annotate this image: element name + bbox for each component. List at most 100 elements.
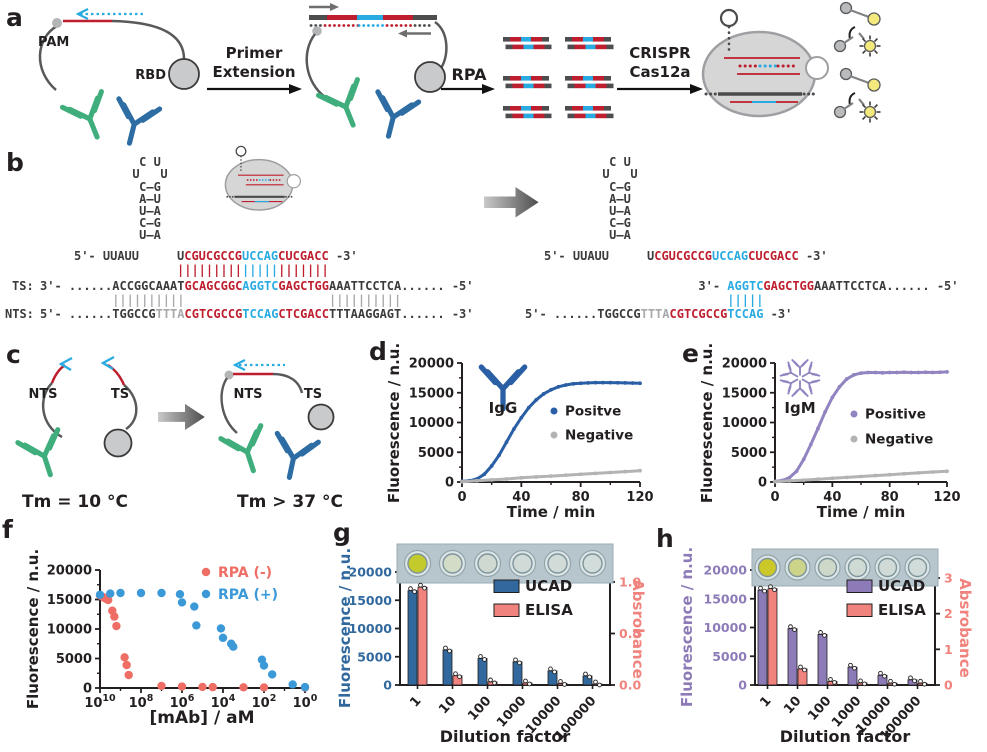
right-axis-title: Absrobance	[629, 579, 647, 679]
replicate-dot	[447, 648, 452, 654]
data-point	[844, 377, 849, 381]
replicate-dot	[412, 589, 417, 594]
hairpin-pair: C—G	[609, 180, 631, 194]
ts-arrow-icon	[100, 355, 115, 371]
data-point	[190, 602, 199, 611]
nts-sequence-right: 5'- ......TGGCCGTTTACGTCGCCGTCCAG -3'	[525, 307, 792, 321]
data-point	[851, 373, 856, 377]
ts-label: TS	[304, 387, 322, 402]
y-axis-title: Fluorescence / n.u.	[385, 343, 403, 503]
data-point	[177, 682, 187, 691]
y-tick-label: 5000	[731, 446, 767, 461]
nts-sequence-left: 5'- ......TGGCCGTTTACGTCGCCGTCCAGCTCGACC…	[40, 307, 474, 321]
crRNA-5prime: 5'- UUAUU	[544, 249, 609, 263]
replicate-dot	[758, 585, 763, 591]
replicate-dot	[892, 681, 897, 687]
replicate-dot	[587, 674, 592, 680]
forward-primer-arrow-icon	[330, 3, 339, 11]
hairpin-pair: U—A	[139, 204, 161, 218]
rpa-step: RPA	[441, 65, 495, 94]
data-point	[124, 670, 133, 680]
legend-marker	[850, 410, 858, 418]
data-point	[177, 598, 187, 607]
legend-label: RPA (+)	[218, 587, 278, 603]
data-point	[773, 479, 777, 484]
x-tick-label: 40	[823, 490, 841, 505]
panel-c-schematic: NTS TS Tm = 10 °C NTS TS Tm > 37 °C	[0, 355, 343, 512]
ts-nts-basepairing-right: ||||||||||	[329, 293, 401, 307]
data-point	[816, 477, 820, 482]
data-point	[175, 589, 185, 599]
rbd-antigen-circle	[103, 428, 133, 458]
panel-e-chart: 0 40 80 120 0 5000 10000 15000 20000 Positive Nega…	[698, 343, 961, 521]
data-point	[945, 370, 949, 374]
data-point	[638, 381, 642, 386]
nts-label: NTS	[233, 387, 262, 402]
replicate-dot	[852, 665, 857, 671]
replicate-dot	[418, 582, 423, 588]
category-label: 10	[781, 694, 804, 717]
legend-label: UCAD	[878, 577, 925, 595]
replicate-dot	[762, 588, 767, 594]
left-tick-label: 20000	[704, 563, 748, 578]
hairpin-pair: U—A	[609, 228, 631, 242]
bar-elisa	[767, 588, 778, 686]
crRNA-hairpin-left: C U U U C—G A—U U—A C—G U—A	[132, 155, 167, 242]
data-point	[916, 370, 921, 375]
y-tick-label: 5000	[56, 652, 92, 667]
replicate-dot	[858, 678, 863, 684]
replicate-dot	[552, 669, 557, 675]
left-tick-label: 15000	[704, 591, 748, 606]
replicate-dot	[523, 678, 528, 684]
crRNA-5prime: 5'- UUAUU	[74, 249, 139, 263]
data-point	[208, 682, 217, 692]
data-point	[106, 589, 115, 598]
y-tick-label: 10000	[409, 416, 454, 431]
legend-marker	[201, 589, 211, 599]
primer-extension-step: Primer Extension	[207, 44, 302, 94]
rbd-antigen-circle	[307, 403, 335, 431]
well	[407, 553, 428, 574]
data-point	[902, 471, 906, 476]
data-point	[519, 415, 524, 420]
well	[512, 553, 533, 574]
igg-annotation: IgG	[489, 399, 518, 417]
panel-label-g: g	[333, 518, 351, 547]
data-point	[930, 370, 935, 375]
data-point	[945, 469, 949, 474]
hairpin-loop-top: C U	[609, 155, 631, 169]
well	[442, 553, 463, 574]
data-point	[526, 405, 531, 410]
data-point	[837, 384, 842, 389]
data-point	[104, 595, 113, 605]
arrow-head-icon	[690, 84, 703, 94]
tm-high-label: Tm > 37 °C	[237, 492, 343, 512]
data-point	[578, 381, 583, 386]
left-tick-label: 15000	[349, 593, 393, 608]
data-point	[563, 383, 568, 387]
legend-swatch	[493, 603, 520, 617]
data-point	[794, 469, 799, 474]
bar-ucad	[407, 590, 418, 686]
data-point	[578, 472, 583, 477]
data-point	[571, 381, 576, 386]
fluorescence-time-chart-igg: 0 40 80 120 0 5000 10000 15000 20000 Positve Negat…	[385, 343, 654, 521]
legend-label: Negative	[565, 428, 633, 444]
data-point	[541, 392, 546, 396]
replicate-dot	[888, 678, 893, 684]
data-point	[110, 612, 119, 621]
right-tick-label: 0.5	[619, 626, 641, 641]
tm-low-label: Tm = 10 °C	[22, 492, 128, 512]
y-tick-label: 20000	[47, 564, 92, 579]
data-point	[120, 653, 129, 662]
y-tick-label: 10000	[722, 416, 767, 431]
data-point	[894, 370, 899, 375]
well	[582, 553, 603, 574]
y-tick-label: 0	[445, 476, 454, 491]
data-point	[192, 621, 201, 630]
step1-label-line2: Extension	[213, 63, 296, 81]
pam-dot	[312, 26, 322, 36]
rpa-amplicons	[503, 37, 614, 119]
